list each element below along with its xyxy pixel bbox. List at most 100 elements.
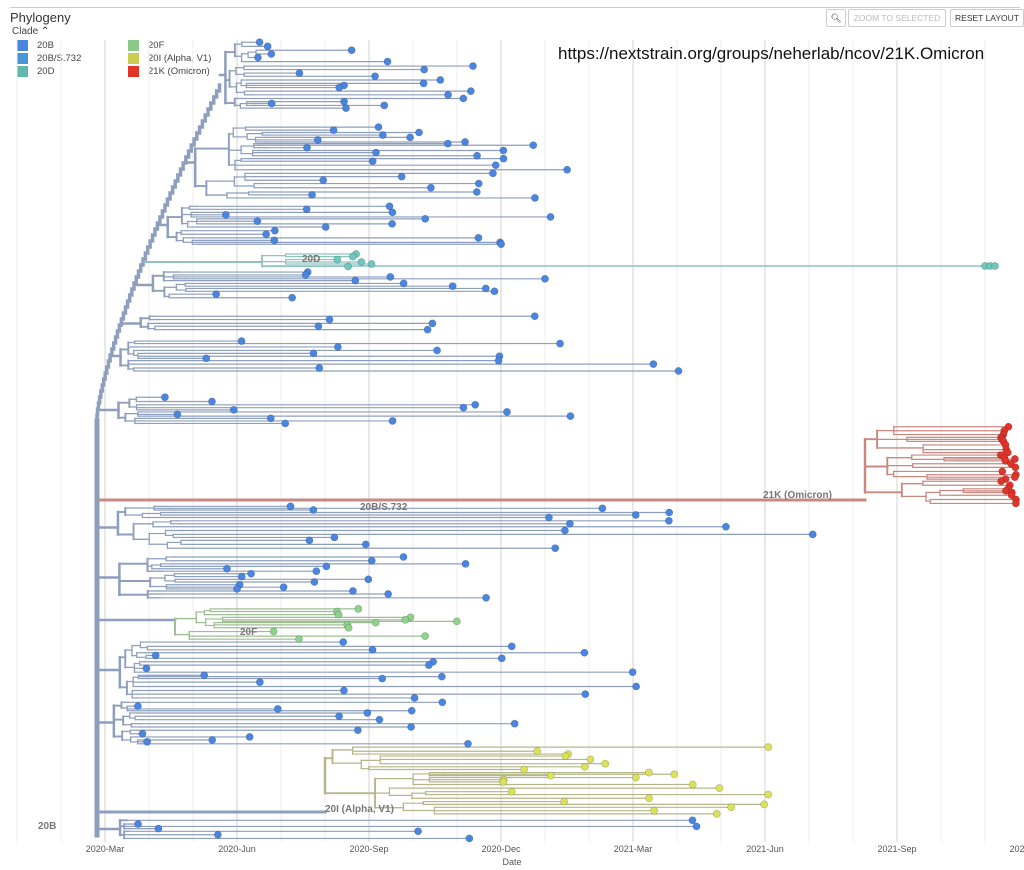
tip-node[interactable] xyxy=(444,90,452,99)
tip-node[interactable] xyxy=(134,820,142,828)
tip-node[interactable] xyxy=(237,572,246,581)
tip-node[interactable] xyxy=(348,252,357,261)
tip-node[interactable] xyxy=(497,654,506,663)
tip-node[interactable] xyxy=(764,743,773,752)
tip-node[interactable] xyxy=(254,53,262,62)
legend-item-20D[interactable]: 20D xyxy=(17,66,54,77)
tip-node[interactable] xyxy=(351,276,360,285)
tip-node[interactable] xyxy=(406,133,415,142)
tip-node[interactable] xyxy=(368,645,377,654)
tip-node[interactable] xyxy=(507,787,516,796)
tip-node[interactable] xyxy=(556,339,564,348)
tip-node[interactable] xyxy=(433,346,441,355)
tip-node[interactable] xyxy=(665,508,674,517)
tip-node[interactable] xyxy=(375,715,384,724)
tip-node[interactable] xyxy=(414,827,422,836)
tip-node[interactable] xyxy=(423,325,432,334)
tip-node[interactable] xyxy=(410,694,419,702)
tip-node[interactable] xyxy=(245,733,254,741)
tip-node[interactable] xyxy=(309,506,318,514)
tip-node[interactable] xyxy=(688,780,697,789)
tip-node[interactable] xyxy=(303,143,311,152)
tip-node[interactable] xyxy=(142,664,151,673)
tip-node[interactable] xyxy=(466,87,475,95)
tip-node[interactable] xyxy=(529,141,538,150)
tip-node[interactable] xyxy=(645,794,653,803)
tip-node[interactable] xyxy=(471,400,480,409)
tip-node[interactable] xyxy=(340,686,348,695)
zoom-button[interactable]: 🔍︎ xyxy=(826,9,846,27)
tip-node[interactable] xyxy=(161,393,169,402)
tip-node[interactable] xyxy=(262,230,271,239)
tip-node[interactable] xyxy=(388,219,397,228)
tip-node[interactable] xyxy=(221,210,230,219)
tip-node[interactable] xyxy=(133,702,142,711)
tip-node[interactable] xyxy=(367,556,376,565)
tip-node[interactable] xyxy=(541,274,549,283)
tip-node[interactable] xyxy=(580,762,589,771)
tip-node[interactable] xyxy=(715,784,724,793)
tip-node[interactable] xyxy=(388,417,397,425)
legend-item-20B[interactable]: 20B xyxy=(17,40,54,51)
tip-node[interactable] xyxy=(353,726,362,735)
tip-node[interactable] xyxy=(472,188,481,196)
tip-node[interactable] xyxy=(631,511,640,519)
tip-node[interactable] xyxy=(322,562,331,571)
tip-node[interactable] xyxy=(631,773,640,782)
tip-node[interactable] xyxy=(546,213,555,221)
legend-item-21K[interactable]: 21K (Omicron) xyxy=(128,66,210,77)
tip-node[interactable] xyxy=(489,169,497,178)
tip-node[interactable] xyxy=(598,504,607,513)
tip-node[interactable] xyxy=(266,414,275,423)
tip-node[interactable] xyxy=(380,101,389,110)
tip-node[interactable] xyxy=(229,405,238,414)
tip-node[interactable] xyxy=(267,99,276,108)
tip-node[interactable] xyxy=(314,322,323,331)
tip-node[interactable] xyxy=(520,765,529,774)
tip-node[interactable] xyxy=(688,816,697,825)
tip-node[interactable] xyxy=(143,737,152,746)
tip-node[interactable] xyxy=(628,668,637,677)
tip-node[interactable] xyxy=(208,736,217,744)
tip-node[interactable] xyxy=(722,522,730,531)
tip-node[interactable] xyxy=(601,759,610,768)
tip-node[interactable] xyxy=(530,312,539,321)
tip-node[interactable] xyxy=(212,290,221,299)
tip-node[interactable] xyxy=(325,315,334,324)
tip-node[interactable] xyxy=(383,57,392,66)
tip-node[interactable] xyxy=(997,477,1005,486)
tip-node[interactable] xyxy=(315,364,324,372)
tip-node[interactable] xyxy=(443,139,452,148)
tip-node[interactable] xyxy=(481,284,490,293)
legend-item-20B-S732[interactable]: 20B/S.732 xyxy=(17,53,81,64)
tip-node[interactable] xyxy=(313,136,322,144)
tip-node[interactable] xyxy=(372,148,380,157)
tip-node[interactable] xyxy=(270,236,279,245)
tip-node[interactable] xyxy=(255,38,264,47)
tip-node[interactable] xyxy=(565,519,574,528)
tip-node[interactable] xyxy=(421,632,430,641)
tip-node[interactable] xyxy=(349,587,357,595)
tip-node[interactable] xyxy=(401,615,410,624)
tip-node[interactable] xyxy=(384,590,393,598)
tip-node[interactable] xyxy=(474,179,483,188)
tip-node[interactable] xyxy=(321,223,330,231)
tip-node[interactable] xyxy=(497,240,506,249)
tip-node[interactable] xyxy=(415,128,423,137)
tip-node[interactable] xyxy=(237,337,246,345)
tip-node[interactable] xyxy=(474,233,483,242)
tip-node[interactable] xyxy=(302,205,311,214)
tip-node[interactable] xyxy=(407,706,416,715)
tip-node[interactable] xyxy=(436,76,445,84)
tip-node[interactable] xyxy=(420,65,429,74)
tip-node[interactable] xyxy=(247,569,255,578)
tip-node[interactable] xyxy=(760,800,769,809)
tip-node[interactable] xyxy=(580,648,589,657)
tip-node[interactable] xyxy=(438,698,447,707)
tip-node[interactable] xyxy=(649,360,658,369)
tip-node[interactable] xyxy=(424,661,433,669)
tip-node[interactable] xyxy=(319,176,328,185)
tip-node[interactable] xyxy=(308,190,316,199)
tip-node[interactable] xyxy=(233,585,241,593)
